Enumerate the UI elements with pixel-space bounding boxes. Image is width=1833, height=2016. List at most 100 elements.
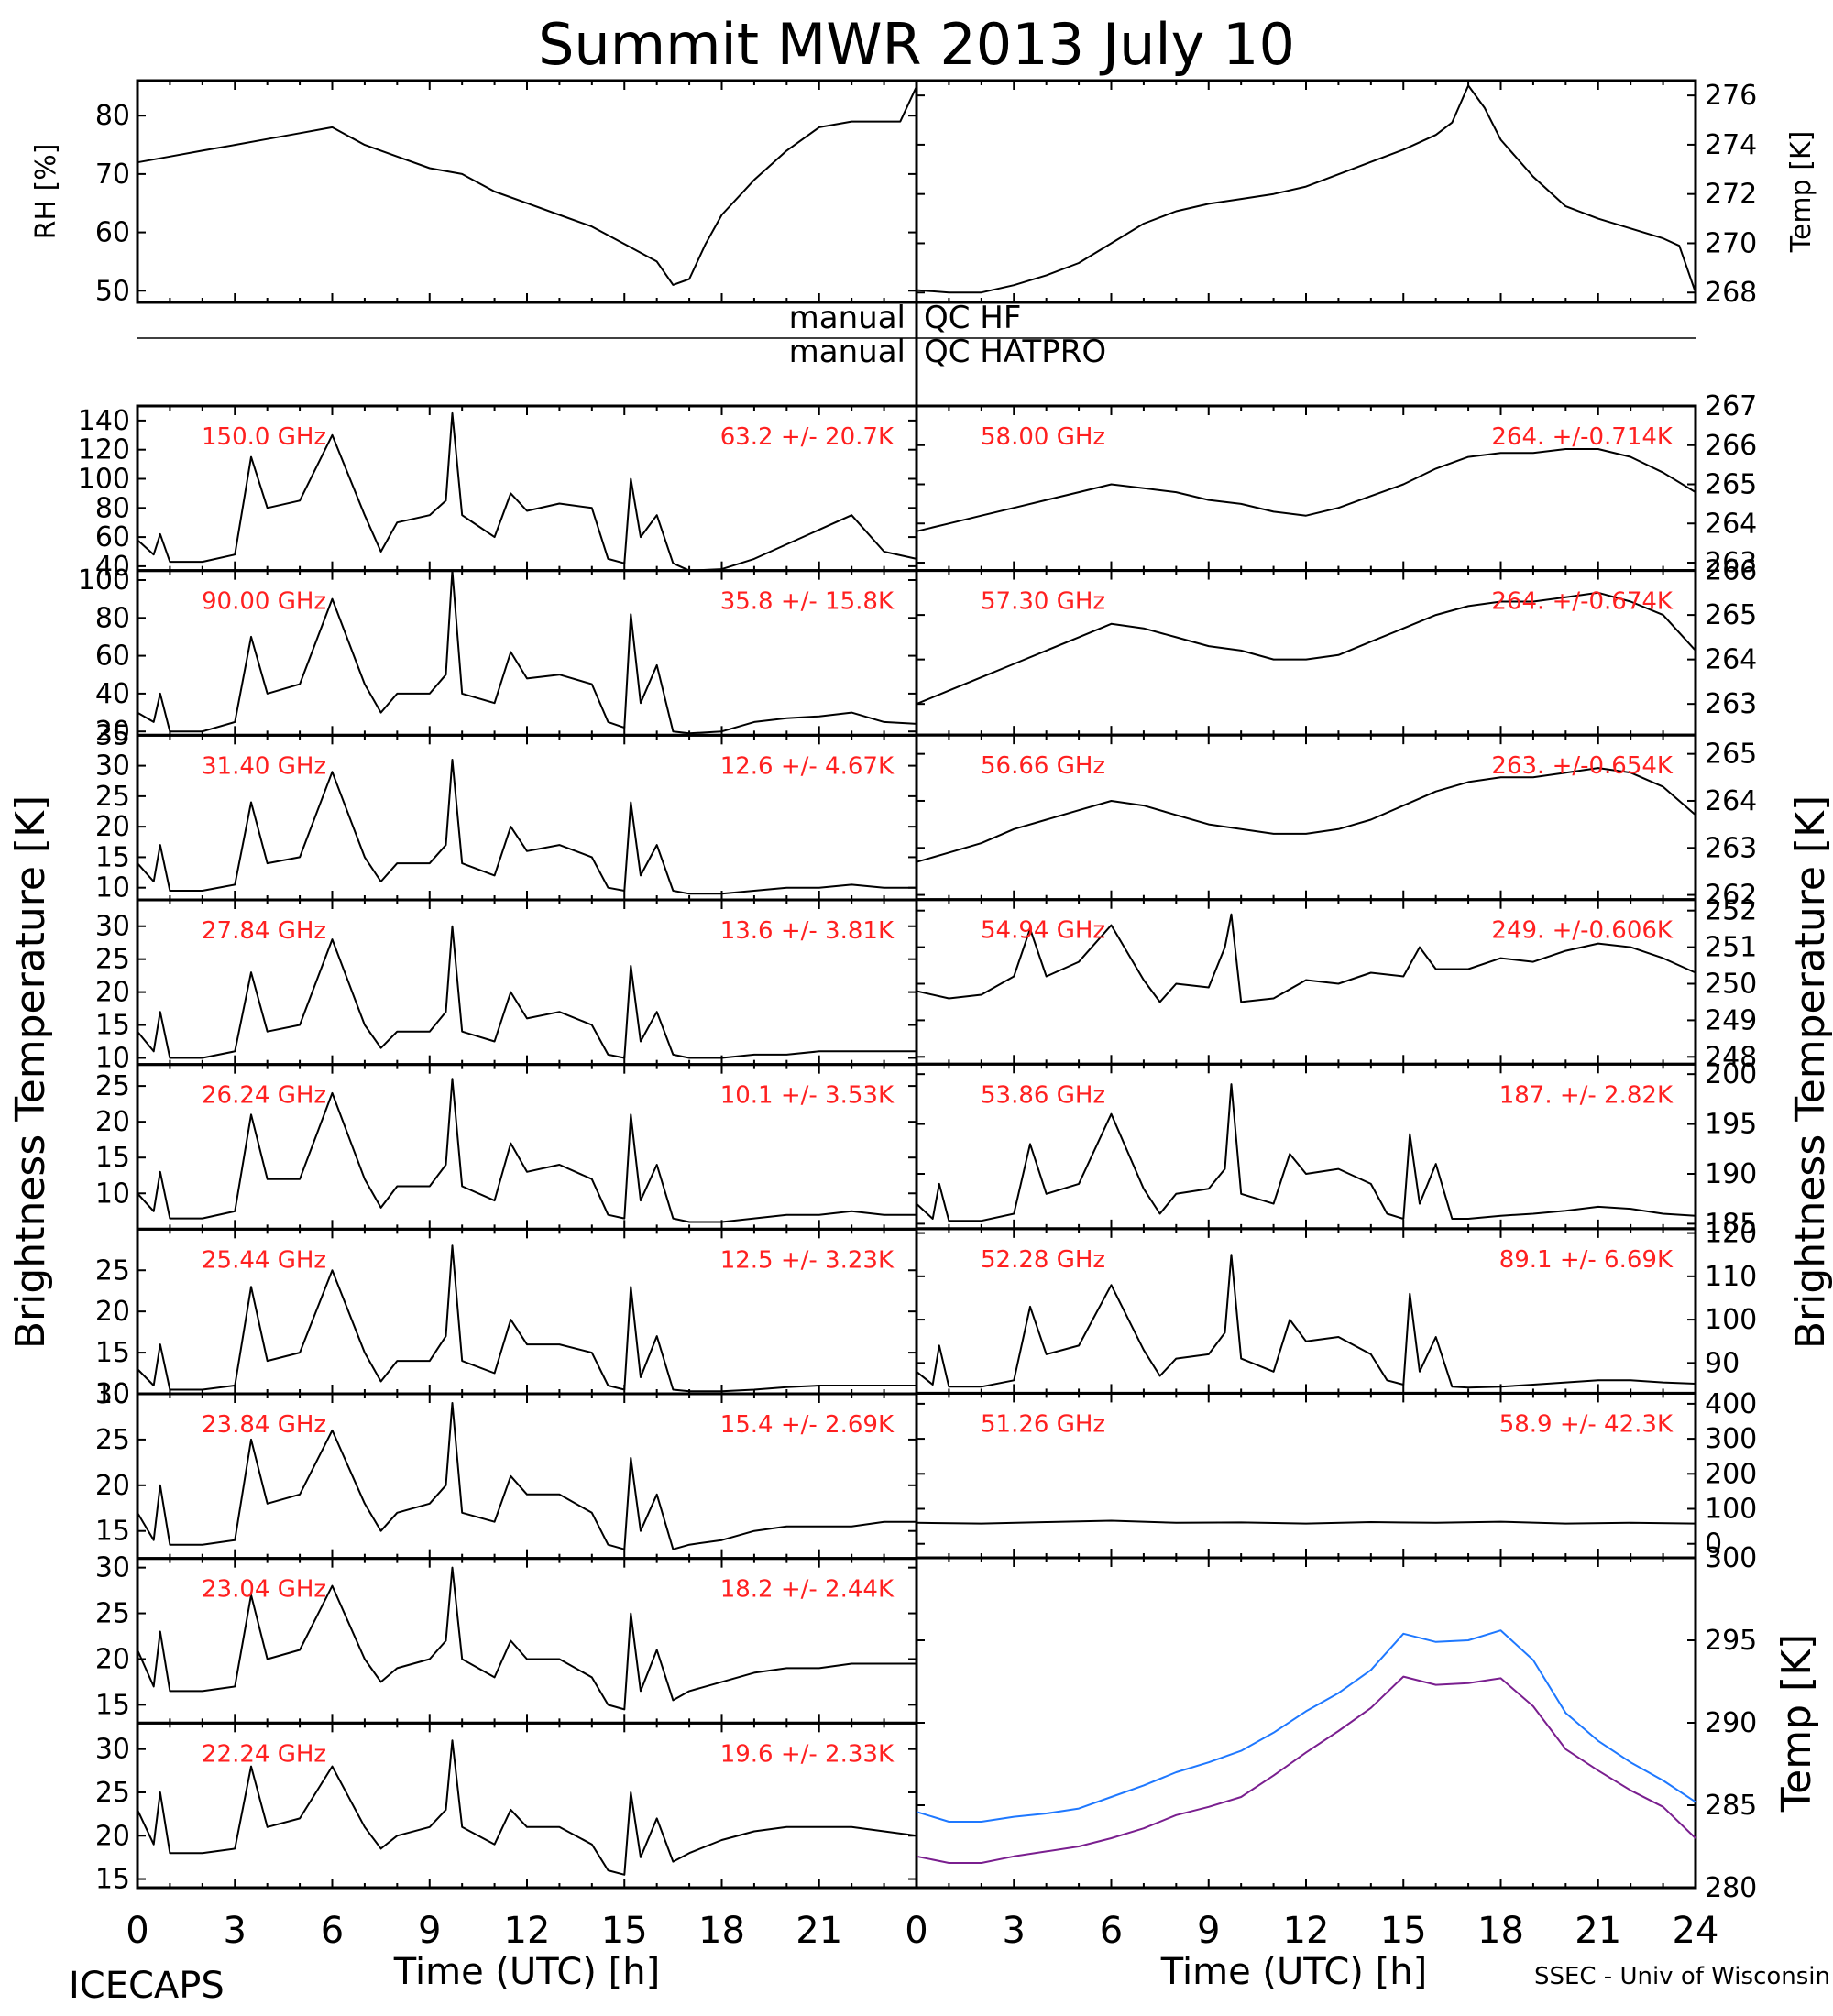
y-tick-label-c5800: 266 [1705,430,1757,462]
y-tick-label-c2544: 10 [95,1378,130,1410]
y-tick-label-c5126: 0 [1705,1528,1722,1561]
y-tick-label-c5800: 265 [1705,469,1757,501]
data-line-c5800 [916,448,1696,532]
y-tick-label-c5126: 200 [1705,1458,1757,1490]
y-tick-label-c2224: 25 [95,1777,130,1809]
left-axis-label: Brightness Temperature [K] [7,795,54,1349]
channel-stats-c2624: 10.1 +/- 3.53K [720,1082,895,1110]
y-tick-label-blackbody: 280 [1705,1872,1757,1904]
y-tick-label-c2384: 15 [95,1516,130,1548]
rh-axis-label: RH [%] [30,144,62,240]
y-tick-label-c5666: 263 [1705,832,1757,864]
y-tick-label-c2224: 30 [95,1734,130,1766]
channel-stats-c90: 35.8 +/- 15.8K [720,588,895,616]
y-tick-label-c2624: 20 [95,1106,130,1138]
series-line-blackbody-hatpro [916,1629,1696,1823]
x-tick-label: 21 [1575,1910,1621,1952]
series-line-blackbody-hf [916,1675,1696,1864]
y-tick-label-c2784: 30 [95,911,130,943]
data-line-c2224 [137,1739,917,1876]
blackbody-axis-label: Temp [K] [1773,1634,1820,1813]
y-tick-label-c5228: 90 [1705,1347,1740,1379]
y-tick-label-c5494: 252 [1705,895,1757,927]
channel-label-c2304: 23.04 GHz [202,1576,326,1604]
x-tick-label: 3 [224,1910,247,1952]
x-tick-label: 15 [601,1910,648,1952]
channel-stats-c5666: 263. +/-0.654K [1491,752,1674,780]
y-tick-label-c2784: 10 [95,1042,130,1074]
y-tick-label-temp: 270 [1705,227,1757,259]
y-tick-label-c5228: 100 [1705,1304,1757,1336]
y-tick-label-rh: 80 [95,100,130,132]
y-tick-label-temp: 272 [1705,179,1757,211]
channel-label-c2784: 27.84 GHz [202,917,326,945]
y-tick-label-c5800: 267 [1705,390,1757,422]
y-tick-label-temp: 268 [1705,277,1757,309]
y-tick-label-c2544: 20 [95,1296,130,1328]
x-tick-label: 0 [905,1910,927,1952]
y-tick-label-c90: 40 [95,678,130,710]
data-line-c2304 [137,1566,916,1711]
channel-label-c3140: 31.40 GHz [202,752,326,780]
y-tick-label-blackbody: 285 [1705,1790,1757,1822]
y-tick-label-c2784: 20 [95,977,130,1009]
y-tick-label-c150: 60 [95,521,130,553]
y-tick-label-c5666: 265 [1705,739,1757,771]
channel-label-c2384: 23.84 GHz [202,1411,326,1439]
channel-stats-c2384: 15.4 +/- 2.69K [720,1411,895,1439]
y-tick-label-c2304: 15 [95,1689,130,1721]
channel-label-c90: 90.00 GHz [202,588,326,616]
y-tick-label-c2784: 15 [95,1010,130,1042]
y-tick-label-c2304: 20 [95,1643,130,1675]
y-tick-label-c2304: 30 [95,1552,130,1584]
y-tick-label-blackbody: 290 [1705,1707,1757,1739]
y-tick-label-c2224: 20 [95,1820,130,1852]
x-tick-label: 6 [321,1910,344,1952]
y-tick-label-c5228: 110 [1705,1261,1757,1293]
channel-stats-c2784: 13.6 +/- 3.81K [720,917,895,945]
chart-title: Summit MWR 2013 July 10 [538,11,1295,78]
y-tick-label-c2624: 10 [95,1178,130,1210]
x-axis-label-right: Time (UTC) [h] [1160,1951,1427,1993]
data-line-temp [916,84,1696,294]
x-tick-label: 12 [504,1910,551,1952]
y-tick-label-c5800: 263 [1705,547,1757,579]
y-tick-label-c5730: 265 [1705,599,1757,631]
x-tick-label: 9 [1197,1910,1220,1952]
channel-stats-c2544: 12.5 +/- 3.23K [720,1246,895,1274]
y-tick-label-c3140: 30 [95,751,130,783]
y-tick-label-c5126: 300 [1705,1423,1757,1455]
channel-stats-c5386: 187. +/- 2.82K [1499,1081,1674,1109]
channel-stats-c5228: 89.1 +/- 6.69K [1499,1246,1674,1274]
data-line-c2384 [137,1402,916,1550]
y-tick-label-c5494: 249 [1705,1004,1757,1036]
y-tick-label-c150: 40 [95,551,130,583]
y-tick-label-c5730: 263 [1705,688,1757,720]
y-tick-label-rh: 70 [95,159,130,191]
y-tick-label-c5126: 400 [1705,1388,1757,1420]
y-tick-label-c2624: 25 [95,1070,130,1102]
channel-label-c5800: 58.00 GHz [981,423,1105,451]
footer-right-label: SSEC - Univ of Wisconsin [1534,1963,1830,1990]
temp-axis-label: Temp [K] [1785,131,1817,254]
y-tick-label-c5386: 195 [1705,1109,1757,1141]
channel-stats-c3140: 12.6 +/- 4.67K [720,752,895,780]
qc-hatpro-right-label: QC HATPRO [924,334,1106,370]
y-tick-label-c2544: 25 [95,1255,130,1287]
y-tick-label-blackbody: 295 [1705,1625,1757,1657]
y-tick-label-temp: 274 [1705,129,1757,161]
y-tick-label-c2384: 30 [95,1378,130,1410]
data-line-c2624 [137,1078,916,1223]
y-tick-label-c90: 20 [95,716,130,748]
y-tick-label-c90: 100 [78,564,130,597]
panel-frame-rh [136,79,918,304]
y-tick-label-c5126: 100 [1705,1494,1757,1526]
y-tick-label-c5666: 264 [1705,785,1757,817]
y-tick-label-c3140: 15 [95,841,130,873]
y-tick-label-c5386: 190 [1705,1158,1757,1190]
channel-label-c5386: 53.86 GHz [981,1081,1105,1109]
data-line-c5730 [916,591,1696,706]
data-line-c90 [137,569,917,735]
data-line-c5494 [916,913,1696,1003]
